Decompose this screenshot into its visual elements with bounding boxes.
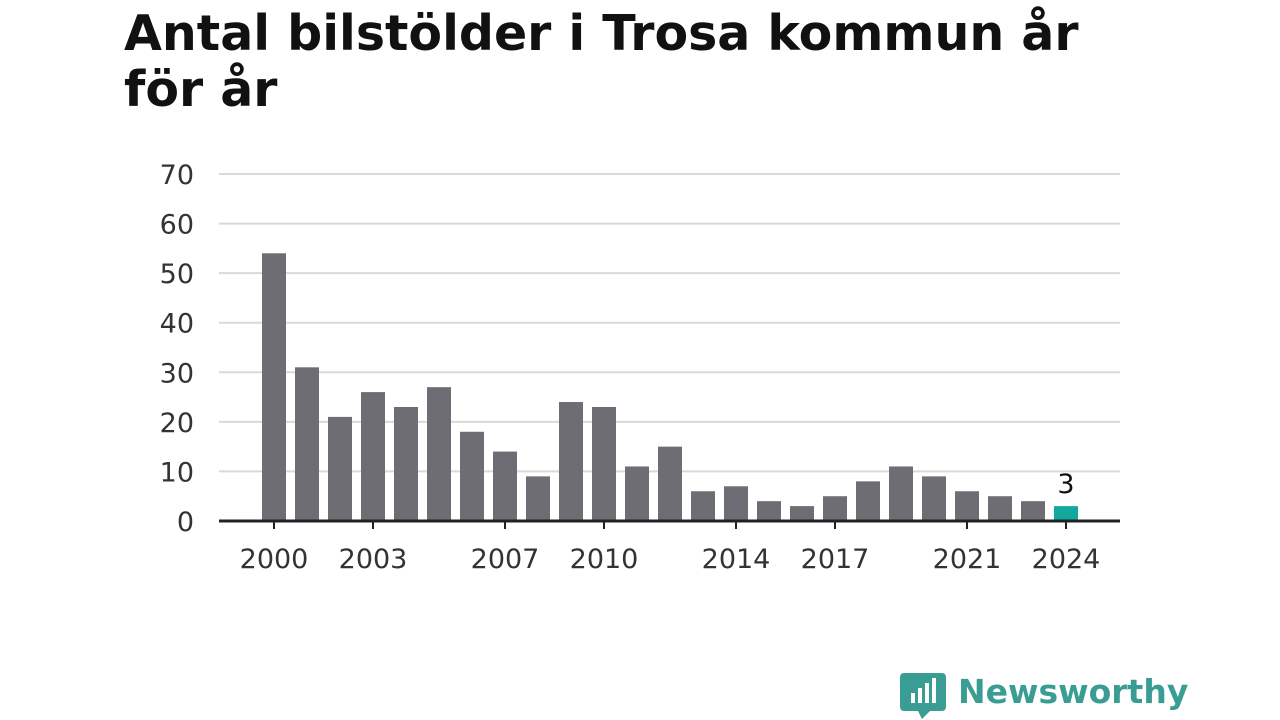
newsworthy-brand: Newsworthy xyxy=(900,672,1188,719)
bar-2000 xyxy=(262,253,286,522)
bar-2018 xyxy=(856,481,880,521)
y-axis-labels: 0 10 20 30 40 50 60 70 xyxy=(160,160,194,538)
bar-2002 xyxy=(328,416,352,521)
bar-2003 xyxy=(361,392,385,521)
bar-2004 xyxy=(394,406,418,521)
x-tick-label: 2000 xyxy=(240,544,309,575)
bar-2010 xyxy=(592,406,616,521)
bar-2016 xyxy=(790,506,814,521)
bar-2001 xyxy=(295,367,319,521)
bar-2023 xyxy=(1021,501,1045,521)
x-tick-label: 2003 xyxy=(339,544,408,575)
bar-2021 xyxy=(955,491,979,521)
bar-2012 xyxy=(658,446,682,521)
y-tick-label: 60 xyxy=(160,210,194,241)
bar-2014 xyxy=(724,486,748,521)
bar-2007 xyxy=(493,451,517,521)
x-tick-label: 2007 xyxy=(471,544,540,575)
x-tick-label: 2017 xyxy=(801,544,870,575)
bar-2008 xyxy=(526,476,550,521)
y-tick-label: 40 xyxy=(160,309,194,340)
x-tick-label: 2014 xyxy=(702,544,771,575)
bar-2013 xyxy=(691,491,715,521)
x-axis: 2000 2003 2007 2010 2014 2017 2021 2024 xyxy=(219,519,1120,575)
y-tick-label: 70 xyxy=(160,160,194,191)
data-label-2024: 3 xyxy=(1057,469,1074,500)
bar-2009 xyxy=(559,402,583,521)
bar-2017 xyxy=(823,496,847,521)
annotations: 3 xyxy=(1057,469,1074,500)
x-tick-label: 2024 xyxy=(1032,544,1101,575)
bars xyxy=(262,253,1078,522)
bar-2020 xyxy=(922,476,946,521)
x-tick-label: 2021 xyxy=(933,544,1002,575)
y-tick-label: 30 xyxy=(160,358,194,389)
bar-2019 xyxy=(889,466,913,521)
y-tick-label: 0 xyxy=(177,507,194,538)
bar-2011 xyxy=(625,466,649,521)
y-tick-label: 10 xyxy=(160,457,194,488)
bar-2015 xyxy=(757,501,781,521)
bar-2005 xyxy=(427,387,451,521)
newsworthy-logo-icon xyxy=(900,673,946,719)
bar-2006 xyxy=(460,431,484,521)
grid-lines xyxy=(219,173,1120,473)
x-tick-label: 2010 xyxy=(570,544,639,575)
y-tick-label: 20 xyxy=(160,408,194,439)
chart-title: Antal bilstölder i Trosa kommun år för å… xyxy=(124,5,1079,118)
brand-name: Newsworthy xyxy=(958,672,1188,711)
y-tick-label: 50 xyxy=(160,259,194,290)
bar-2022 xyxy=(988,496,1012,521)
bar-2024 xyxy=(1054,506,1078,521)
